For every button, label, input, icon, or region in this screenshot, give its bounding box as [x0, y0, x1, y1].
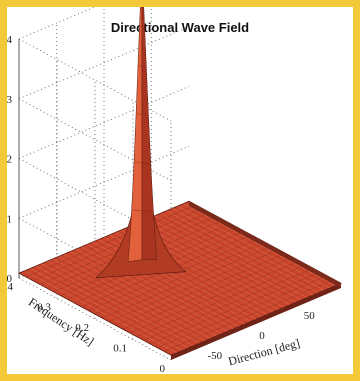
peak-spike-right	[141, 7, 158, 260]
mesh-line	[143, 268, 314, 341]
mesh-line	[108, 249, 279, 322]
figure-frame: Directional Wave Field 0 1 2 3 4 0 0.1 0.2 0.3 0.…	[7, 7, 353, 374]
surface-layer	[18, 200, 342, 360]
peak-ridge	[139, 17, 145, 20]
y-tick-label: 0.4	[7, 281, 14, 293]
peak-spike-left	[127, 7, 143, 263]
z-tick-label: 2	[7, 154, 12, 166]
z-tick-label: 3	[7, 94, 13, 106]
x-tick-label: -50	[207, 350, 222, 362]
z-tick-label: 0	[7, 273, 13, 285]
y-tick-label: 0.3	[37, 302, 51, 314]
mesh-line	[32, 208, 203, 281]
grid-line-z	[18, 98, 172, 182]
mesh-line	[101, 245, 273, 319]
z-tick-label: 1	[7, 213, 12, 225]
tick-layer: 0 1 2 3 4 0 0.1 0.2 0.3 0.4 -50 0 50	[7, 34, 315, 374]
grid-line-z	[18, 145, 190, 219]
y-tick-label: 0.1	[113, 343, 127, 355]
mesh-line	[136, 264, 307, 337]
peak-ridge	[134, 161, 150, 164]
peak-ridge	[131, 209, 153, 212]
mesh-line	[122, 256, 293, 330]
grid-line-z	[18, 7, 96, 40]
grid-line-z	[18, 277, 172, 361]
mesh-line	[157, 275, 328, 348]
surface-edge-front	[171, 283, 341, 360]
mesh-line	[115, 253, 286, 326]
peak-ridge	[136, 113, 148, 116]
peak-ridge	[138, 65, 146, 68]
x-tick-label: 0	[259, 330, 265, 342]
z-tick-label: 4	[7, 34, 13, 46]
mesh-line	[129, 260, 300, 334]
y-tick-label: 0.2	[75, 322, 89, 334]
x-tick-label: 50	[304, 310, 316, 322]
mesh-line	[163, 279, 335, 352]
grid-line-z	[18, 26, 190, 100]
grid-line-z	[18, 217, 172, 301]
grid-line-z	[18, 158, 172, 241]
grid-line-z	[18, 86, 190, 159]
y-tick-label: 0	[160, 363, 166, 374]
mesh-line	[87, 238, 259, 311]
peak-layer	[95, 7, 187, 279]
mesh-line	[25, 204, 197, 278]
mesh-line	[94, 241, 266, 315]
grid-layer	[18, 7, 190, 361]
grid-line-z	[18, 38, 172, 122]
chart-title: Directional Wave Field	[110, 20, 250, 35]
mesh-line	[150, 271, 321, 345]
